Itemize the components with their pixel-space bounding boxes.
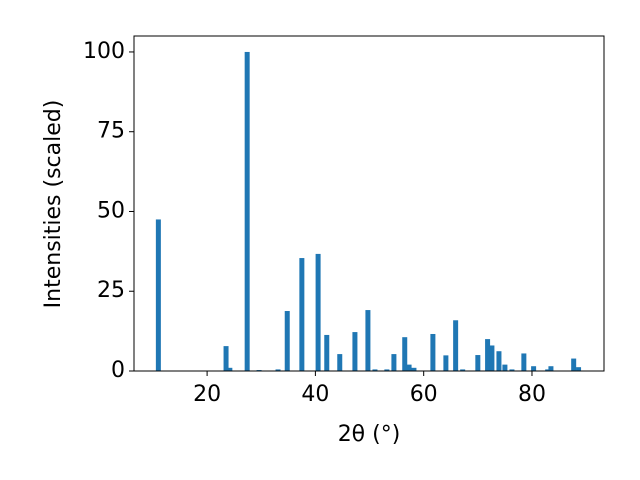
bar	[155, 219, 161, 371]
x-tick-label: 80	[518, 382, 546, 407]
bar	[391, 354, 397, 371]
bar	[384, 369, 390, 371]
x-tick-label: 40	[301, 382, 329, 407]
bar	[509, 369, 515, 371]
bar	[275, 369, 281, 371]
bar	[485, 339, 491, 371]
bar	[475, 355, 481, 371]
bar	[337, 354, 343, 371]
bar	[299, 258, 305, 371]
bar	[284, 311, 290, 371]
x-axis-label: 2θ (°)	[338, 422, 401, 447]
bar	[489, 345, 495, 371]
y-tick-label: 25	[97, 278, 125, 303]
bar	[496, 351, 502, 371]
bar	[502, 364, 508, 371]
bar	[315, 253, 321, 371]
y-tick-label: 100	[83, 39, 125, 64]
bar	[352, 332, 358, 371]
bar	[531, 366, 537, 371]
bar	[244, 51, 250, 371]
bar	[548, 366, 554, 371]
x-tick-label: 20	[193, 382, 221, 407]
y-tick-label: 75	[97, 119, 125, 144]
bar	[372, 369, 378, 371]
bar	[571, 358, 577, 371]
bar	[430, 333, 436, 371]
plot-frame	[133, 35, 605, 372]
bar	[411, 367, 417, 371]
bar	[453, 320, 459, 371]
bar	[227, 367, 233, 371]
bar	[406, 364, 412, 371]
x-tick-label: 60	[410, 382, 438, 407]
bar	[402, 337, 408, 371]
bar	[324, 334, 330, 371]
bar	[443, 355, 449, 371]
bar	[576, 367, 582, 371]
bar	[521, 353, 527, 371]
y-axis-label: Intensities (scaled)	[41, 100, 66, 309]
bar	[365, 310, 371, 371]
y-tick-label: 50	[97, 198, 125, 223]
bar	[545, 369, 551, 371]
y-tick-label: 0	[111, 358, 125, 383]
bar	[460, 369, 466, 371]
bar	[223, 346, 229, 371]
